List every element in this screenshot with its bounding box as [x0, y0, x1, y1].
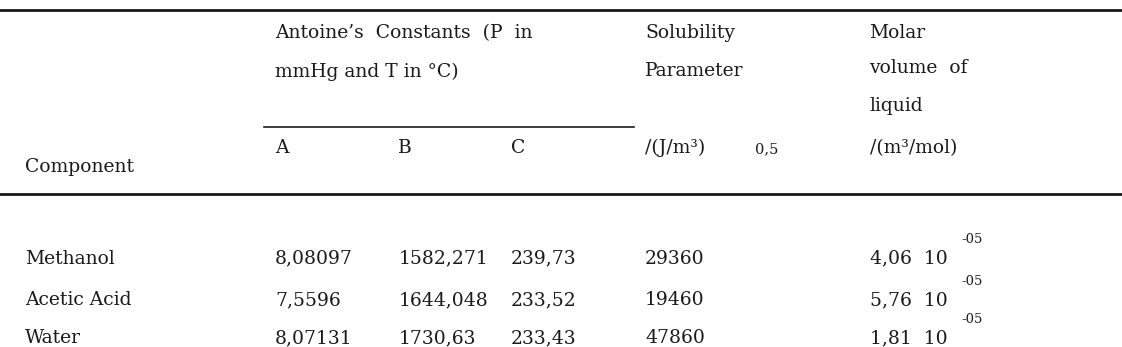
Text: Molar: Molar	[870, 24, 926, 42]
Text: -05: -05	[962, 274, 983, 288]
Text: 0,5: 0,5	[755, 142, 779, 156]
Text: /(J/m³): /(J/m³)	[645, 139, 706, 157]
Text: A: A	[275, 139, 288, 157]
Text: B: B	[398, 139, 412, 157]
Text: 1644,048: 1644,048	[398, 291, 488, 309]
Text: C: C	[511, 139, 525, 157]
Text: 8,08097: 8,08097	[275, 249, 352, 268]
Text: Parameter: Parameter	[645, 62, 744, 81]
Text: -05: -05	[962, 233, 983, 246]
Text: -05: -05	[962, 313, 983, 326]
Text: 1582,271: 1582,271	[398, 249, 488, 268]
Text: 233,52: 233,52	[511, 291, 577, 309]
Text: 4,06  10: 4,06 10	[870, 249, 947, 268]
Text: 7,5596: 7,5596	[275, 291, 341, 309]
Text: 8,07131: 8,07131	[275, 329, 352, 347]
Text: 239,73: 239,73	[511, 249, 576, 268]
Text: 5,76  10: 5,76 10	[870, 291, 947, 309]
Text: mmHg and T in °C): mmHg and T in °C)	[275, 62, 459, 81]
Text: 233,43: 233,43	[511, 329, 576, 347]
Text: Antoine’s  Constants  (P  in: Antoine’s Constants (P in	[275, 24, 533, 42]
Text: /(m³/mol): /(m³/mol)	[870, 139, 957, 157]
Text: Water: Water	[25, 329, 81, 347]
Text: 47860: 47860	[645, 329, 705, 347]
Text: 29360: 29360	[645, 249, 705, 268]
Text: Component: Component	[25, 158, 134, 176]
Text: Acetic Acid: Acetic Acid	[25, 291, 131, 309]
Text: 19460: 19460	[645, 291, 705, 309]
Text: 1,81  10: 1,81 10	[870, 329, 947, 347]
Text: Methanol: Methanol	[25, 249, 114, 268]
Text: 1730,63: 1730,63	[398, 329, 476, 347]
Text: liquid: liquid	[870, 97, 923, 115]
Text: volume  of: volume of	[870, 59, 968, 77]
Text: Solubility: Solubility	[645, 24, 735, 42]
